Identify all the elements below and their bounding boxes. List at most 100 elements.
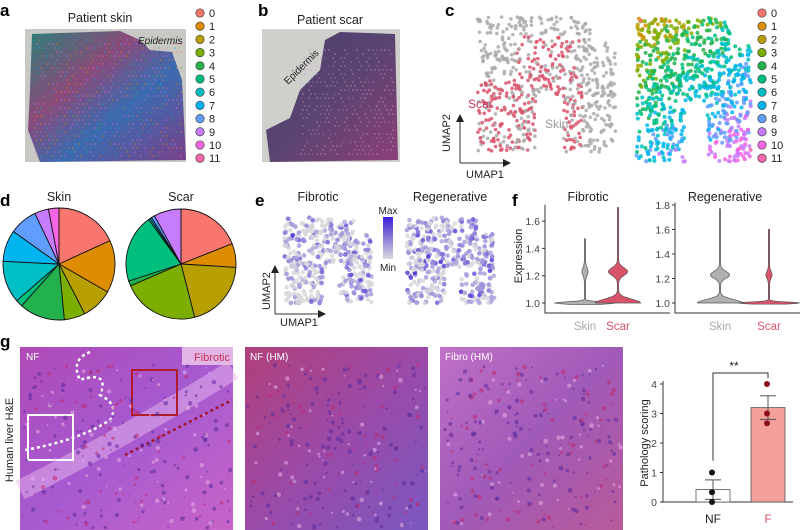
umap-point: [439, 238, 444, 244]
tissue-texture: [88, 370, 93, 375]
tissue-spot: [154, 95, 156, 97]
tissue-spot: [320, 65, 322, 67]
tissue-spot: [144, 99, 146, 101]
tissue-texture: [364, 490, 370, 495]
umap-point: [654, 118, 659, 123]
tissue-texture: [489, 485, 495, 490]
tissue-spot: [150, 111, 152, 113]
tissue-texture: [347, 443, 351, 446]
tissue-texture: [481, 473, 484, 476]
umap-point: [555, 92, 559, 97]
tissue-texture: [456, 473, 460, 477]
legend-swatch-1: [757, 21, 767, 31]
tissue-texture: [349, 364, 352, 368]
tissue-spot: [306, 69, 308, 71]
tissue-texture: [560, 435, 565, 440]
tissue-texture: [476, 494, 482, 500]
tissue-texture: [606, 463, 609, 466]
tissue-spot: [36, 155, 38, 157]
pie-skin: [2, 207, 116, 321]
umap-point: [448, 243, 454, 249]
tissue-texture: [395, 458, 399, 462]
umap-point: [531, 66, 536, 71]
legend-swatch-11: [195, 153, 205, 163]
tissue-spot: [150, 119, 152, 121]
tissue-spot: [128, 115, 130, 117]
tissue-texture: [57, 468, 59, 471]
tissue-texture: [552, 483, 557, 488]
tissue-spot: [324, 145, 326, 147]
tissue-spot: [84, 115, 86, 117]
tissue-spot: [122, 47, 124, 49]
umap-point: [508, 146, 513, 151]
tissue-spot: [366, 69, 368, 71]
tissue-spot: [310, 85, 312, 87]
tissue-spot: [350, 141, 352, 143]
umap-point: [653, 100, 658, 105]
tissue-texture: [161, 490, 166, 495]
tissue-texture: [124, 396, 127, 399]
tissue-texture: [140, 443, 144, 447]
tissue-texture: [128, 404, 132, 408]
umap-point: [579, 68, 584, 72]
umap-point: [420, 262, 426, 267]
tissue-spot: [380, 73, 382, 75]
tissue-spot: [380, 121, 382, 123]
umap-point: [527, 100, 531, 105]
umap-point: [419, 220, 424, 225]
tissue-texture: [119, 379, 123, 382]
umap-point: [732, 116, 737, 121]
umap-point: [568, 97, 573, 102]
umap-point: [519, 31, 523, 36]
umap-point: [613, 62, 618, 66]
umap-point: [520, 122, 525, 126]
tissue-texture: [515, 412, 519, 416]
umap-point: [678, 112, 683, 117]
umap-point: [473, 225, 479, 230]
tissue-spot: [132, 139, 134, 141]
umap-point: [512, 51, 517, 56]
tissue-spot: [180, 147, 182, 149]
umap-point: [605, 85, 610, 90]
tissue-texture: [301, 409, 306, 414]
umap-point: [487, 100, 491, 105]
umap-point: [495, 106, 500, 111]
umap-point: [352, 256, 357, 262]
tissue-spot: [140, 107, 142, 109]
he-image-label-nf-hm: NF (HM): [250, 352, 288, 363]
tissue-texture: [74, 401, 77, 404]
tissue-spot: [34, 63, 36, 65]
x-tick-label-scar: Scar: [606, 321, 630, 333]
tissue-texture: [116, 369, 119, 372]
tissue-texture: [253, 370, 255, 373]
umap-point: [730, 110, 735, 115]
umap-point: [594, 80, 599, 84]
umap-point: [319, 294, 324, 300]
tissue-texture: [37, 371, 42, 376]
tissue-texture: [138, 516, 140, 519]
umap-point: [503, 57, 508, 62]
tissue-texture: [43, 519, 46, 522]
tissue-spot: [154, 79, 156, 81]
tissue-texture: [111, 415, 115, 418]
umap-point: [327, 226, 333, 232]
tissue-texture: [274, 493, 278, 498]
umap-point: [706, 127, 711, 132]
tissue-spot: [332, 81, 334, 83]
umap-point: [732, 67, 737, 72]
tissue-spot: [380, 137, 382, 139]
tissue-texture: [85, 474, 89, 478]
tissue-spot: [98, 55, 100, 57]
tissue-texture: [443, 427, 447, 432]
umap-point: [519, 23, 523, 28]
umap-point: [504, 27, 509, 31]
umap-point: [735, 132, 740, 137]
legend-swatch-7: [195, 100, 205, 110]
umap-point: [496, 87, 501, 92]
tissue-texture: [184, 390, 188, 394]
tissue-texture: [457, 468, 461, 472]
tissue-spot: [84, 83, 86, 85]
tissue-spot: [66, 79, 68, 81]
umap-point: [296, 282, 302, 287]
tissue-spot: [158, 87, 160, 89]
